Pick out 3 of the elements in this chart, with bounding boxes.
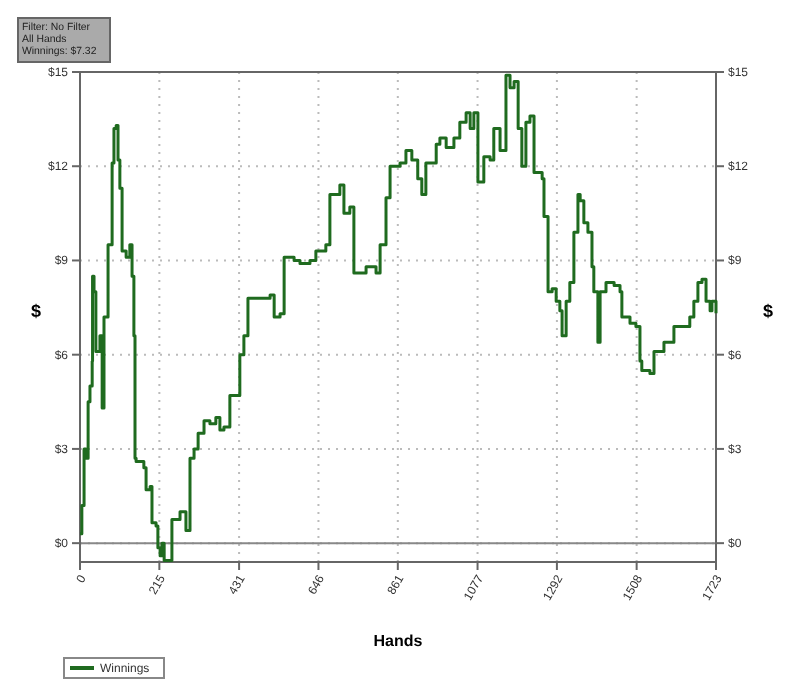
y2-axis-title: $ — [762, 301, 774, 321]
y-axis-title: $ — [30, 301, 42, 321]
x-axis-title: Hands — [373, 632, 424, 650]
